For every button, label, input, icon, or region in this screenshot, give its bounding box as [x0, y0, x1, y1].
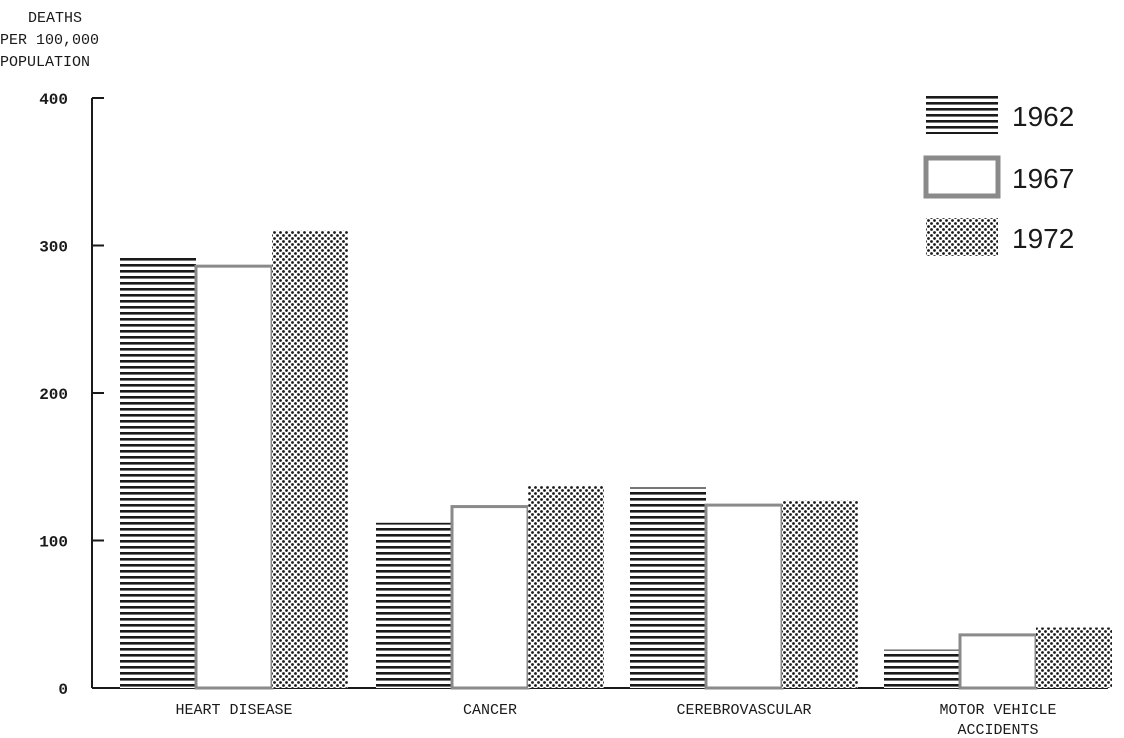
y-tick-label: 300 — [39, 239, 68, 257]
y-axis-title-line: PER 100,000 — [0, 32, 99, 49]
legend-swatch-1962 — [926, 96, 998, 134]
y-axis-title-line: POPULATION — [0, 54, 90, 71]
legend-swatch-1972 — [926, 218, 998, 256]
y-axis-title-line: DEATHS — [28, 10, 82, 27]
bar-1972-2 — [782, 500, 858, 688]
bar-1972-3 — [1036, 627, 1112, 688]
bar-1962-2 — [630, 487, 706, 688]
legend: 1962 1967 1972 — [923, 96, 1074, 256]
bar-1967-1 — [450, 505, 530, 690]
bar-1967-3 — [958, 633, 1038, 690]
y-tick-label: 0 — [58, 681, 68, 699]
bars — [120, 230, 1112, 690]
bar-1967-2 — [704, 503, 784, 690]
category-labels: HEART DISEASE CANCER CEREBROVASCULAR MOTOR … — [175, 702, 1056, 738]
bar-1962-0 — [120, 255, 196, 688]
legend-label: 1962 — [1012, 101, 1074, 132]
y-axis-title: DEATHS PER 100,000 POPULATION — [0, 10, 99, 71]
bar-1967-0 — [194, 264, 274, 690]
y-tick-label: 100 — [39, 534, 68, 552]
bar-1962-1 — [376, 522, 452, 688]
bar-1972-0 — [272, 230, 348, 688]
bar-1962-3 — [884, 649, 960, 688]
y-tick-label: 400 — [39, 91, 68, 109]
category-label: ACCIDENTS — [957, 722, 1038, 738]
legend-label: 1972 — [1012, 223, 1074, 254]
category-label: CANCER — [463, 702, 517, 719]
y-axis-ticks: 0 100 200 300 400 — [39, 91, 104, 699]
bar-1972-1 — [528, 485, 604, 688]
legend-swatch-1967 — [923, 155, 1001, 199]
category-label: HEART DISEASE — [175, 702, 292, 719]
category-label: MOTOR VEHICLE — [939, 702, 1056, 719]
y-tick-label: 200 — [39, 386, 68, 404]
legend-label: 1967 — [1012, 163, 1074, 194]
category-label: CEREBROVASCULAR — [676, 702, 811, 719]
